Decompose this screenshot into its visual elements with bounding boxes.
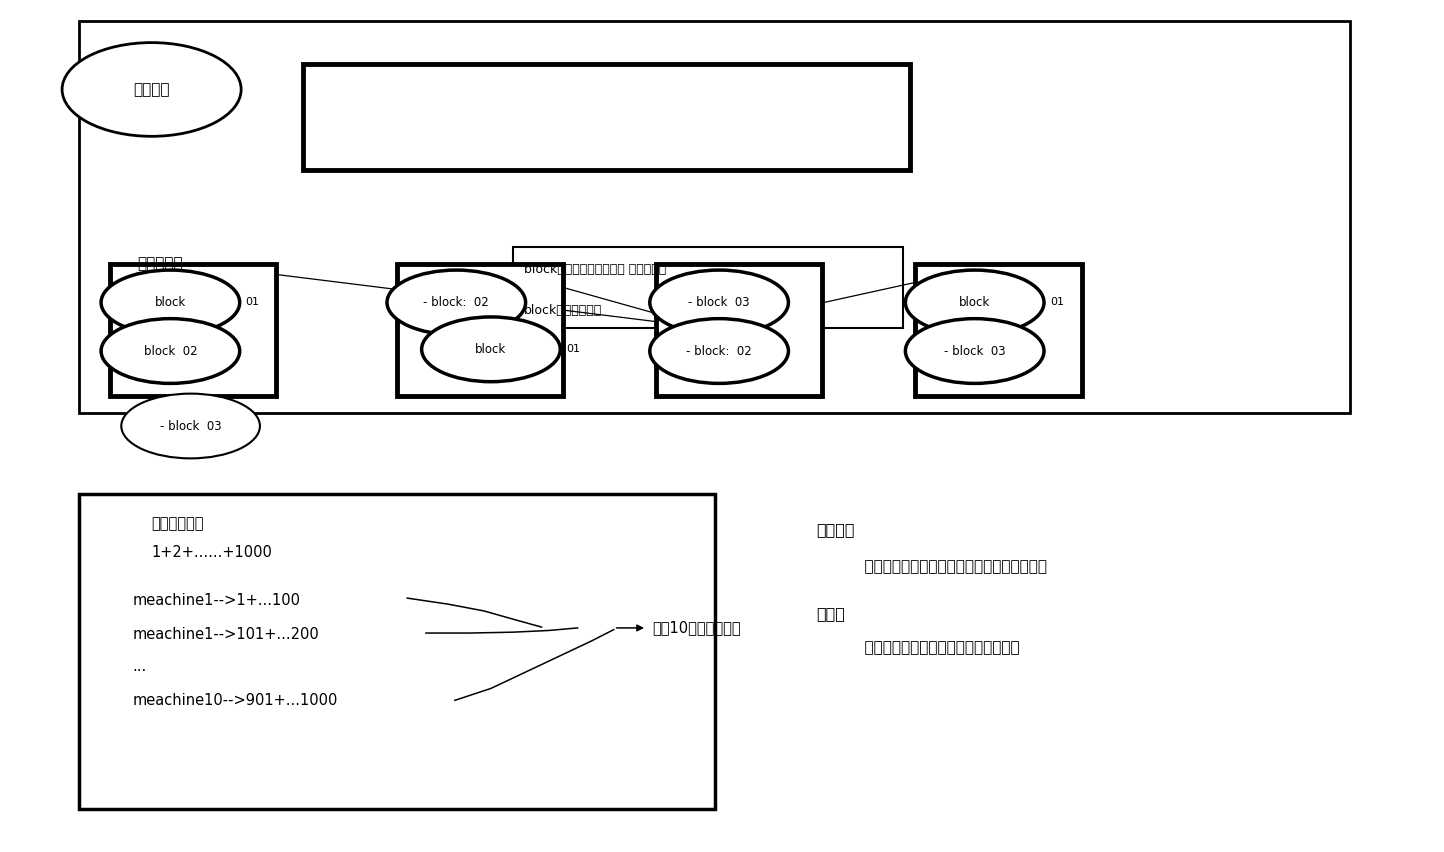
Text: block所代表的意思: block所代表的意思 — [524, 303, 602, 317]
Text: 1+2+......+1000: 1+2+......+1000 — [152, 544, 273, 560]
Text: 分布式计算：: 分布式计算： — [152, 516, 204, 532]
FancyBboxPatch shape — [397, 264, 563, 396]
FancyBboxPatch shape — [513, 247, 902, 328]
Text: meachine1-->1+...100: meachine1-->1+...100 — [133, 593, 300, 608]
Text: 01: 01 — [245, 297, 260, 308]
Text: block: block — [959, 296, 991, 309]
Text: 01: 01 — [566, 344, 580, 354]
Text: - block  03: - block 03 — [944, 344, 1005, 358]
Ellipse shape — [101, 319, 240, 383]
Ellipse shape — [101, 270, 240, 335]
Text: - block  03: - block 03 — [689, 296, 749, 309]
Text: 对这10个只进行汇总: 对这10个只进行汇总 — [653, 620, 741, 636]
FancyBboxPatch shape — [79, 494, 715, 809]
Ellipse shape — [387, 270, 526, 335]
FancyBboxPatch shape — [303, 64, 910, 170]
Text: - block:  02: - block: 02 — [686, 344, 752, 358]
Text: block在内存中有一个映射 表名每一个: block在内存中有一个映射 表名每一个 — [524, 263, 667, 276]
FancyBboxPatch shape — [79, 21, 1350, 413]
Ellipse shape — [905, 270, 1044, 335]
Text: block: block — [475, 343, 507, 356]
Text: 01: 01 — [1050, 297, 1064, 308]
Text: 分布式：: 分布式： — [816, 522, 855, 538]
Text: meachine1-->101+...200: meachine1-->101+...200 — [133, 627, 319, 642]
FancyBboxPatch shape — [656, 264, 822, 396]
Text: block  02: block 02 — [143, 344, 198, 358]
Text: 每一台主机运行的都是完整相同的模块: 每一台主机运行的都是完整相同的模块 — [845, 640, 1019, 655]
Text: - block:  02: - block: 02 — [423, 296, 490, 309]
Ellipse shape — [62, 43, 241, 136]
Ellipse shape — [650, 270, 788, 335]
FancyBboxPatch shape — [915, 264, 1082, 396]
Text: 集群：: 集群： — [816, 606, 845, 621]
Ellipse shape — [422, 317, 560, 382]
Ellipse shape — [650, 319, 788, 383]
Text: 一个文件: 一个文件 — [133, 82, 170, 97]
Ellipse shape — [121, 394, 260, 458]
Text: 分布式存储: 分布式存储 — [137, 256, 183, 272]
Text: 每个主机上运行的是一个系统里面的一个模块: 每个主机上运行的是一个系统里面的一个模块 — [845, 559, 1047, 574]
Text: - block  03: - block 03 — [160, 419, 221, 433]
Ellipse shape — [905, 319, 1044, 383]
FancyBboxPatch shape — [110, 264, 276, 396]
Text: ...: ... — [133, 659, 147, 674]
Text: meachine10-->901+...1000: meachine10-->901+...1000 — [133, 693, 338, 708]
Text: block: block — [155, 296, 186, 309]
